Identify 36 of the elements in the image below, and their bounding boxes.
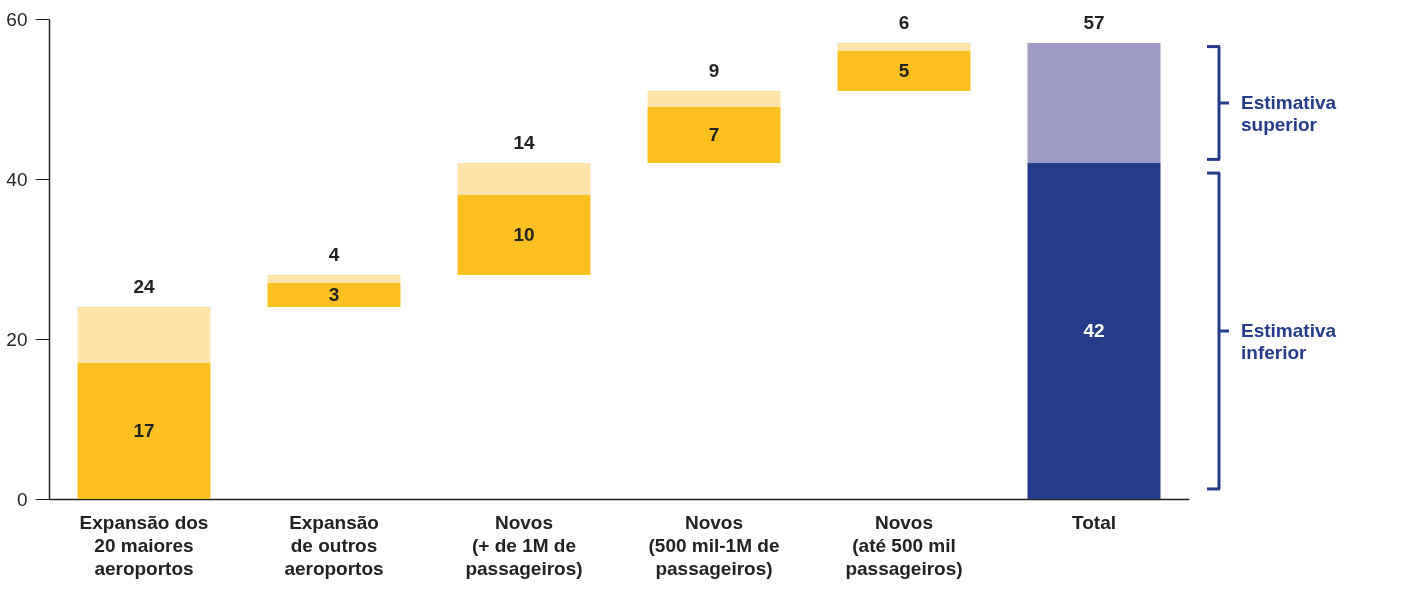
text: Estimativa inferior	[1241, 320, 1337, 363]
bar	[267, 283, 401, 307]
total-label: 14	[513, 132, 535, 153]
x-tick-label: Expansão de outros aeroportos	[284, 511, 384, 579]
total-label: 4	[328, 244, 340, 265]
total-label: 6	[898, 12, 910, 33]
y-tick-label: 20	[6, 328, 28, 350]
bar	[647, 91, 781, 107]
x-tick-label: Total	[1072, 511, 1116, 533]
y-tick-label: 40	[6, 168, 28, 190]
bar	[837, 43, 971, 51]
data-label: 7	[708, 124, 720, 145]
bar	[77, 363, 211, 499]
bar	[1027, 43, 1161, 163]
bar	[77, 307, 211, 363]
bar	[457, 195, 591, 275]
bar	[647, 107, 781, 163]
bar	[837, 51, 971, 91]
total-label: 57	[1083, 12, 1105, 33]
bar	[1027, 163, 1161, 499]
data-label: 17	[133, 420, 155, 441]
bar	[267, 275, 401, 283]
total-label: 9	[708, 60, 720, 81]
bar	[457, 163, 591, 195]
x-tick-label: Expansão dos 20 maiores aeroportos	[79, 511, 209, 579]
x-tick-label: Novos (+ de 1M de passageiros)	[465, 511, 583, 579]
total-label: 24	[133, 276, 155, 297]
data-label: 42	[1083, 320, 1105, 341]
x-tick-label: Novos (500 mil-1M de passageiros)	[648, 511, 780, 579]
data-label: 3	[328, 284, 340, 305]
y-tick-label: 60	[6, 8, 28, 30]
text: Estimativa superior	[1241, 92, 1337, 135]
data-label: 10	[513, 224, 535, 245]
data-label: 5	[898, 60, 910, 81]
x-tick-label: Novos (até 500 mil passageiros)	[845, 511, 963, 579]
y-tick-label: 0	[16, 488, 28, 510]
